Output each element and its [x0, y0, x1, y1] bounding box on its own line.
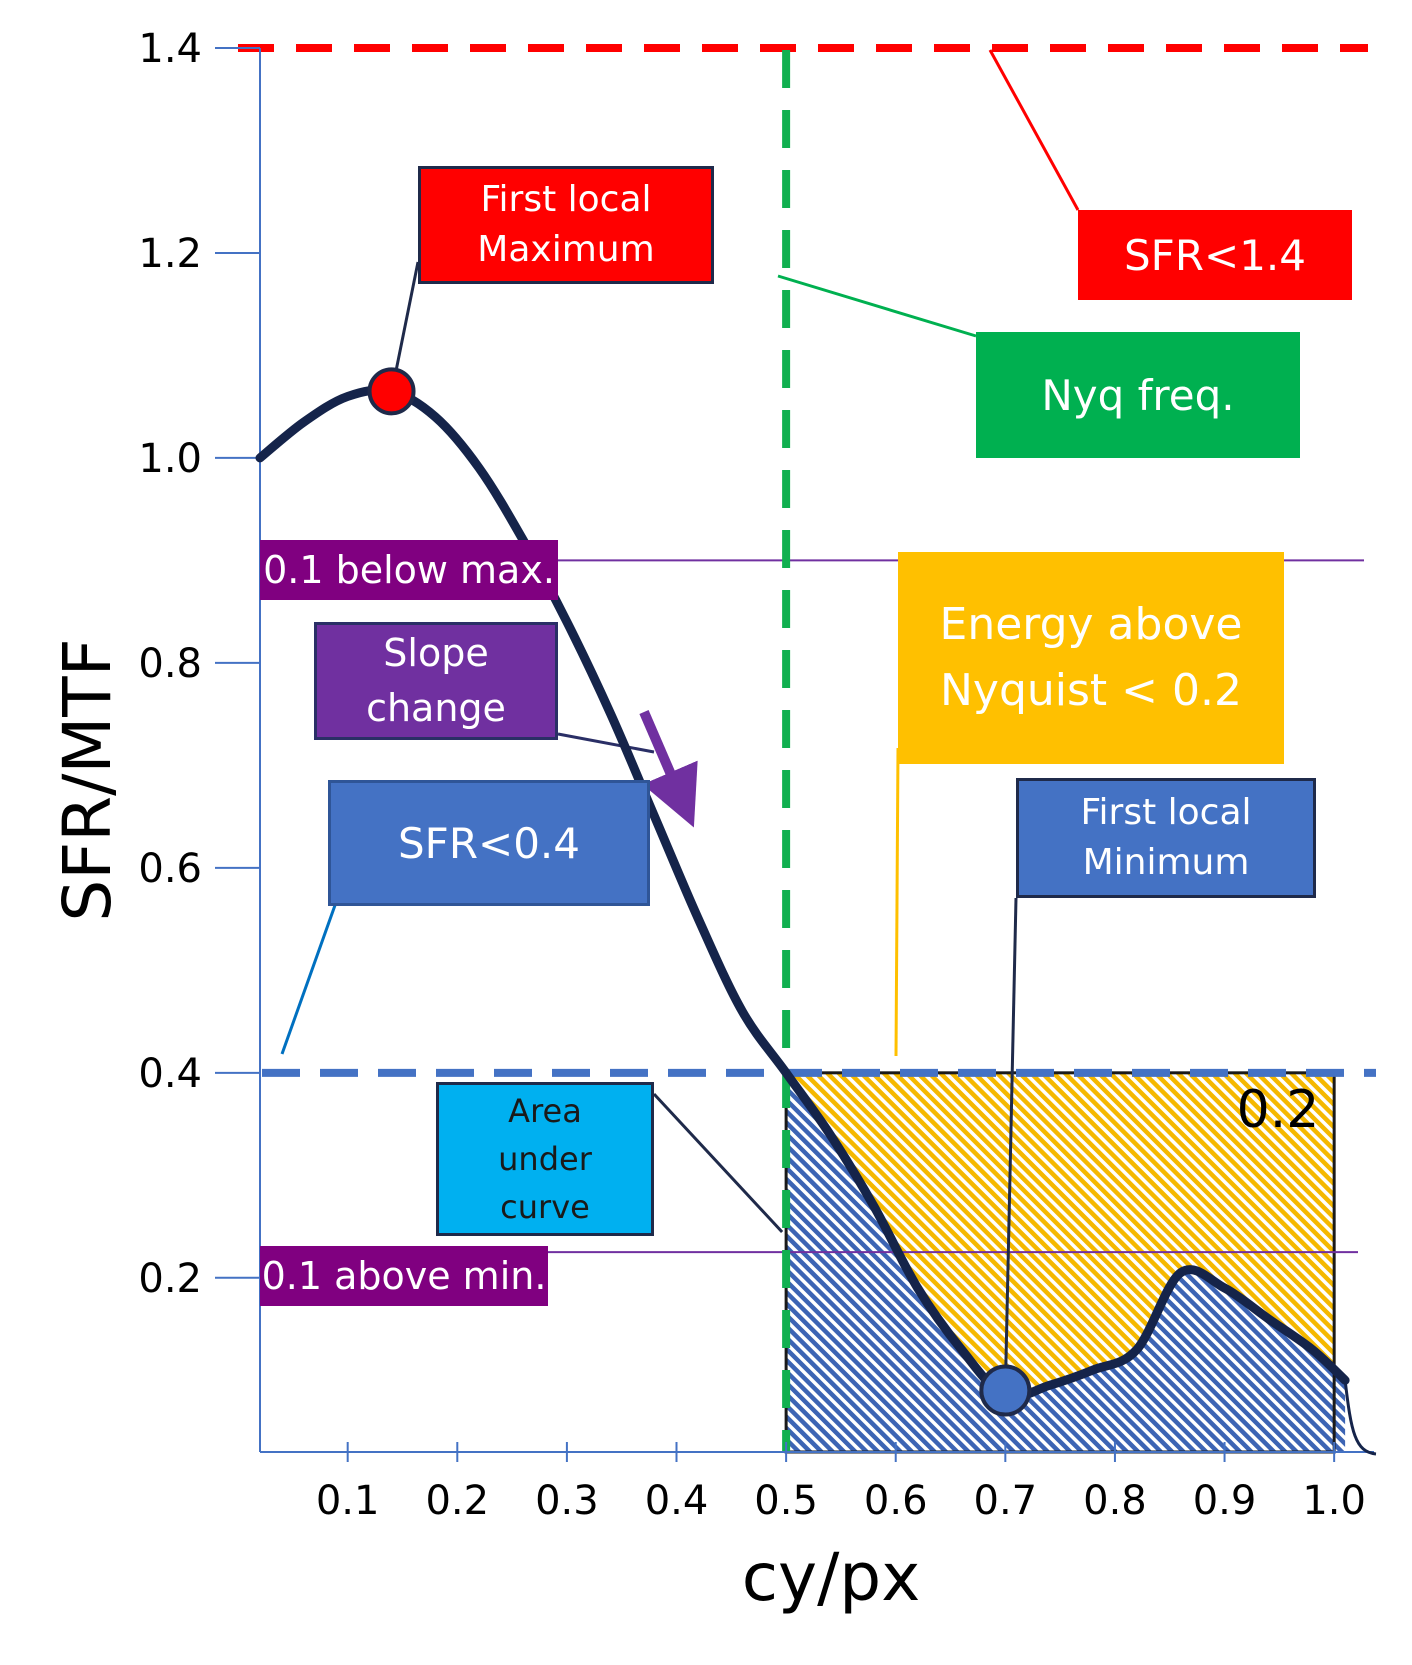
- x-tick-label-4: 0.5: [754, 1478, 818, 1524]
- sfr-below-0-4-box: SFR<0.4: [328, 780, 650, 906]
- x-axis-label: cy/px: [742, 1539, 921, 1616]
- y-tick-label-2: 0.6: [138, 846, 202, 892]
- slope-leader: [557, 732, 655, 754]
- below-max-label-box: 0.1 below max.: [260, 540, 558, 600]
- energy-leader: [894, 747, 900, 1057]
- x-tick-label-2: 0.3: [535, 1478, 599, 1524]
- first-local-minimum-label: First local Minimum: [1080, 791, 1252, 883]
- x-tick-label-0: 0.1: [316, 1478, 380, 1524]
- first-local-maximum-label: First local Maximum: [477, 178, 655, 270]
- first-local-maximum-marker: [367, 367, 416, 416]
- area-under-curve-box: Area under curve: [436, 1082, 654, 1236]
- sfr-below-0-4-label: SFR<0.4: [398, 818, 580, 868]
- slope-change-label: Slope change: [366, 630, 506, 730]
- sfr-below-1-4-label: SFR<1.4: [1124, 230, 1306, 280]
- above-min-label-box: 0.1 above min.: [260, 1246, 548, 1306]
- x-tick-label-9: 1.0: [1302, 1478, 1366, 1524]
- axes: [215, 47, 1374, 1462]
- x-tick-label-5: 0.6: [864, 1478, 928, 1524]
- x-tick-label-1: 0.2: [425, 1478, 489, 1524]
- below-max-label: 0.1 below max.: [263, 548, 555, 592]
- x-tick-label-6: 0.7: [974, 1478, 1038, 1524]
- y-tick-label-3: 0.8: [138, 641, 202, 687]
- region-fills: [784, 1071, 1346, 1454]
- y-tick-label-6: 1.4: [138, 26, 202, 72]
- nyq-leader: [777, 274, 977, 338]
- sfr-below-1-4-box: SFR<1.4: [1078, 210, 1352, 300]
- energy-value-label-box: 0.2: [1222, 1070, 1334, 1150]
- max-leader: [394, 261, 420, 374]
- energy-above-nyquist-label: Energy above Nyquist < 0.2: [939, 599, 1243, 716]
- min-leader: [1003, 897, 1018, 1391]
- curve-tail: [1343, 1380, 1377, 1456]
- y-axis-label: SFR/MTF: [49, 638, 126, 921]
- y-tick-label-0: 0.2: [138, 1256, 202, 1302]
- axis-text: 0.2 0.4 0.6 0.8 1.0 1.2 1.4 0.1 0.2 0.3 0.4 0.5 0.6 0…: [49, 26, 1366, 1616]
- energy-value-label: 0.2: [1236, 1080, 1320, 1140]
- slope-change-box: Slope change: [314, 622, 558, 740]
- above-min-label: 0.1 above min.: [261, 1254, 547, 1298]
- area-under-curve-label: Area under curve: [498, 1092, 592, 1226]
- y-tick-label-1: 0.4: [138, 1051, 202, 1097]
- x-tick-label-7: 0.8: [1083, 1478, 1147, 1524]
- sfr-max-leader: [988, 49, 1080, 211]
- area-under-curve-fill: [786, 1072, 1346, 1452]
- y-tick-label-4: 1.0: [138, 436, 202, 482]
- leader-lines: [280, 49, 1080, 1391]
- area-leader: [652, 1092, 784, 1234]
- y-tick-label-5: 1.2: [138, 231, 202, 277]
- x-tick-label-8: 0.9: [1193, 1478, 1257, 1524]
- sfr-min-leader: [280, 879, 346, 1055]
- sfr-curve: [255, 385, 1350, 1402]
- first-local-minimum-marker: [979, 1364, 1032, 1417]
- curve-layer: [255, 367, 1377, 1456]
- first-local-maximum-box: First local Maximum: [418, 166, 714, 284]
- nyq-freq-label: Nyq freq.: [1041, 370, 1235, 420]
- nyq-freq-box: Nyq freq.: [976, 332, 1300, 458]
- x-tick-label-3: 0.4: [645, 1478, 709, 1524]
- slope-change-arrow: [639, 710, 698, 828]
- first-local-minimum-box: First local Minimum: [1016, 778, 1316, 898]
- energy-above-nyquist-box: Energy above Nyquist < 0.2: [898, 552, 1284, 764]
